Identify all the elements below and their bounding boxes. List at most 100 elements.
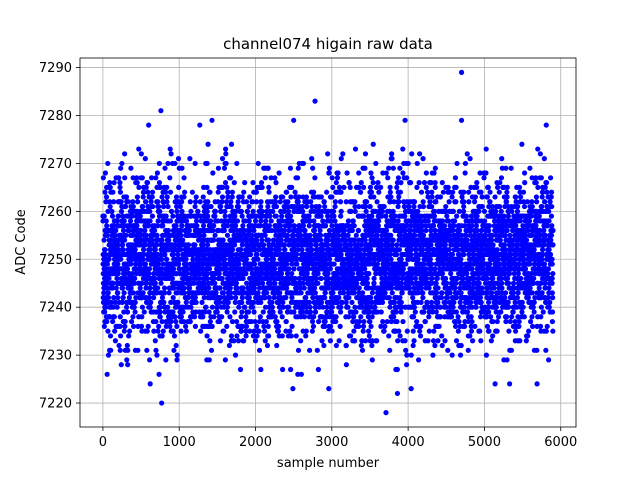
data-point: [111, 295, 117, 301]
data-point: [105, 280, 111, 286]
data-point: [150, 203, 156, 210]
data-point: [220, 290, 226, 296]
data-point: [110, 223, 117, 229]
data-point: [217, 338, 224, 344]
data-point: [220, 237, 226, 243]
data-point: [224, 309, 230, 315]
data-point: [398, 256, 404, 262]
data-point: [250, 199, 256, 205]
data-point: [123, 194, 130, 200]
data-point: [455, 328, 461, 334]
data-point: [359, 271, 365, 277]
data-point: [230, 271, 236, 277]
data-point: [207, 189, 213, 195]
data-point: [452, 285, 458, 291]
data-point: [378, 309, 384, 315]
data-point: [154, 242, 160, 248]
data-point: [147, 247, 153, 253]
data-point: [474, 213, 480, 219]
data-point: [206, 309, 212, 315]
data-point: [246, 227, 253, 234]
data-point: [264, 256, 270, 262]
data-point: [329, 223, 335, 229]
data-point: [378, 184, 384, 190]
data-point: [420, 199, 426, 205]
data-point: [102, 251, 108, 258]
data-point: [151, 271, 157, 277]
data-point: [300, 223, 307, 229]
data-point: [442, 275, 449, 282]
data-point: [167, 146, 173, 152]
data-point: [352, 199, 358, 205]
data-point: [223, 160, 229, 167]
data-point: [280, 194, 286, 200]
data-point: [322, 290, 328, 296]
data-point: [258, 199, 264, 205]
data-point: [112, 338, 119, 344]
data-point: [157, 314, 163, 320]
data-point: [414, 184, 420, 190]
data-point: [351, 314, 357, 320]
data-point: [433, 290, 440, 296]
data-point: [119, 299, 125, 305]
data-point: [261, 323, 267, 329]
data-point: [151, 328, 157, 334]
data-point: [397, 333, 403, 339]
data-point: [450, 189, 456, 195]
data-point: [394, 242, 400, 248]
data-point: [466, 189, 472, 195]
data-point: [147, 218, 153, 224]
data-point: [122, 151, 128, 157]
data-point: [433, 309, 439, 315]
data-point: [102, 247, 108, 253]
data-point: [180, 237, 186, 243]
data-point: [449, 352, 455, 358]
data-point: [276, 170, 282, 176]
data-point: [469, 223, 475, 229]
data-point: [476, 280, 482, 286]
data-point: [451, 218, 458, 224]
data-point: [306, 299, 313, 305]
data-point: [360, 323, 367, 329]
data-point: [266, 223, 272, 229]
data-point: [118, 199, 124, 205]
data-point: [235, 199, 241, 205]
data-point: [277, 223, 284, 229]
data-point: [240, 223, 246, 229]
data-point: [434, 275, 440, 282]
data-point: [250, 208, 256, 214]
data-point: [125, 362, 131, 368]
data-point: [222, 208, 228, 214]
data-point: [398, 309, 404, 315]
data-point: [272, 175, 278, 181]
data-point: [278, 271, 285, 277]
data-point: [132, 261, 139, 267]
data-point: [119, 285, 126, 291]
data-point: [400, 146, 406, 152]
data-point: [165, 227, 171, 234]
data-point: [101, 290, 107, 296]
data-point: [159, 194, 165, 200]
data-point: [280, 366, 286, 373]
data-point: [107, 203, 113, 210]
data-point: [271, 266, 278, 272]
data-point: [196, 256, 202, 262]
data-point: [332, 203, 338, 210]
data-point: [237, 366, 244, 373]
data-point: [152, 247, 158, 253]
data-point: [243, 314, 249, 320]
data-point: [156, 323, 162, 329]
data-point: [255, 266, 261, 272]
data-point: [196, 275, 203, 282]
data-point: [374, 261, 381, 267]
data-point: [269, 299, 275, 305]
data-point: [331, 261, 337, 267]
data-point: [332, 199, 338, 205]
data-point: [250, 180, 256, 186]
data-point: [149, 213, 156, 219]
data-point: [144, 328, 150, 334]
data-point: [217, 318, 223, 325]
data-point: [181, 318, 187, 325]
data-point: [262, 338, 268, 344]
data-point: [309, 318, 316, 325]
